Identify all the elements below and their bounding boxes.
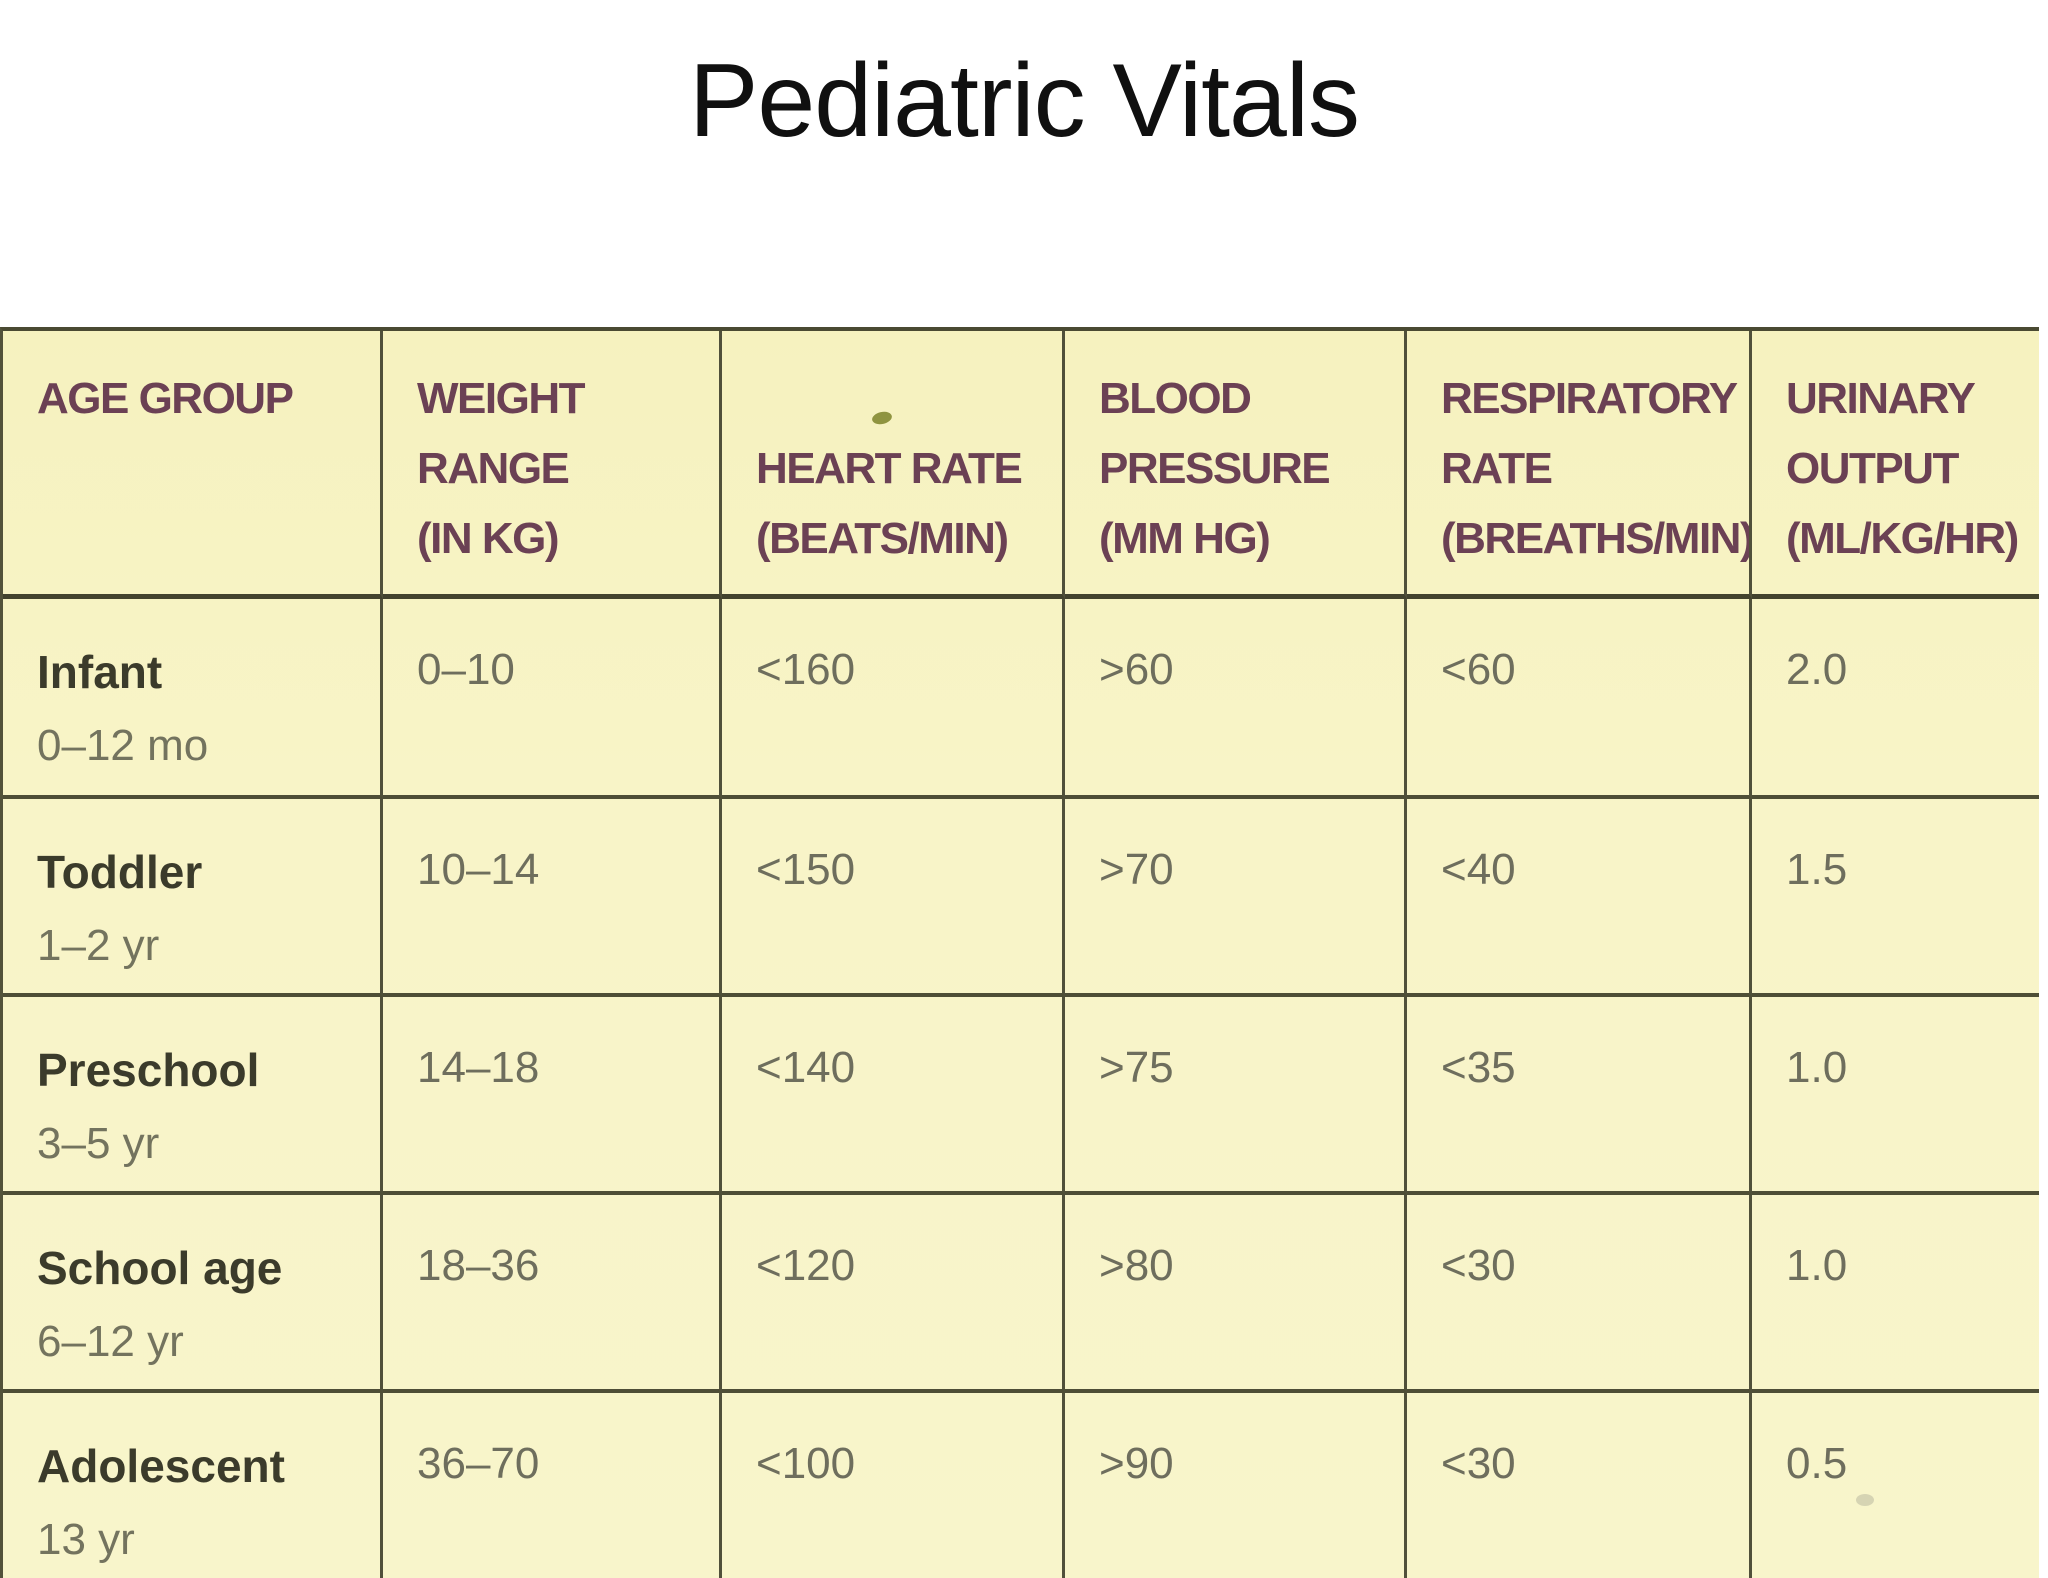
heart-rate-value: <160	[756, 645, 856, 694]
header-label-respiratory: RESPIRATORY	[1441, 374, 1738, 423]
header-cell-weight-range: WEIGHT RANGE (IN KG)	[383, 331, 722, 599]
blood-pressure-value: >60	[1099, 645, 1174, 694]
header-label-age-group: AGE GROUP	[37, 374, 294, 423]
header-label-output: OUTPUT	[1786, 444, 1959, 493]
cell-urinary-output-infant: 2.0	[1752, 599, 2039, 799]
weight-value: 18–36	[417, 1241, 540, 1290]
weight-value: 14–18	[417, 1043, 540, 1092]
cell-age-group-adolescent: Adolescent 13 yr	[3, 1393, 383, 1578]
cell-heart-rate-adolescent: <100	[722, 1393, 1065, 1578]
header-cell-blood-pressure: BLOOD PRESSURE (MM HG)	[1065, 331, 1407, 599]
weight-value: 0–10	[417, 645, 515, 694]
age-range-label: 3–5 yr	[37, 1119, 160, 1168]
scan-smudge	[1856, 1494, 1874, 1506]
cell-blood-pressure-adolescent: >90	[1065, 1393, 1407, 1578]
weight-value: 36–70	[417, 1439, 540, 1488]
cell-heart-rate-toddler: <150	[722, 799, 1065, 997]
header-cell-age-group: AGE GROUP	[3, 331, 383, 599]
age-group-label: Infant	[37, 646, 163, 698]
heart-rate-value: <140	[756, 1043, 856, 1092]
age-range-label: 13 yr	[37, 1515, 135, 1564]
cell-age-group-infant: Infant 0–12 mo	[3, 599, 383, 799]
urinary-output-value: 1.0	[1786, 1043, 1848, 1092]
age-range-label: 6–12 yr	[37, 1317, 184, 1366]
cell-respiratory-rate-school-age: <30	[1407, 1195, 1752, 1393]
header-label-beats-min: (BEATS/MIN)	[756, 514, 1009, 563]
header-label-weight: WEIGHT	[417, 374, 585, 423]
age-range-label: 1–2 yr	[37, 921, 160, 970]
cell-urinary-output-school-age: 1.0	[1752, 1195, 2039, 1393]
cell-urinary-output-adolescent: 0.5	[1752, 1393, 2039, 1578]
cell-respiratory-rate-infant: <60	[1407, 599, 1752, 799]
heart-rate-value: <150	[756, 845, 856, 894]
header-label-breaths-min: (BREATHS/MIN)	[1441, 514, 1752, 563]
cell-age-group-preschool: Preschool 3–5 yr	[3, 997, 383, 1195]
header-label-ml-kg-hr: (ML/KG/HR)	[1786, 514, 2019, 563]
respiratory-rate-value: <40	[1441, 845, 1516, 894]
cell-weight-infant: 0–10	[383, 599, 722, 799]
header-cell-heart-rate: HEART RATE (BEATS/MIN)	[722, 331, 1065, 599]
cell-weight-adolescent: 36–70	[383, 1393, 722, 1578]
header-label-in-kg: (IN KG)	[417, 514, 560, 563]
urinary-output-value: 2.0	[1786, 645, 1848, 694]
blood-pressure-value: >90	[1099, 1439, 1174, 1488]
header-label-pressure: PRESSURE	[1099, 444, 1331, 493]
header-cell-respiratory-rate: RESPIRATORY RATE (BREATHS/MIN)	[1407, 331, 1752, 599]
header-label-blood: BLOOD	[1099, 374, 1252, 423]
cell-blood-pressure-toddler: >70	[1065, 799, 1407, 997]
header-label-rate: RATE	[1441, 444, 1553, 493]
respiratory-rate-value: <30	[1441, 1439, 1516, 1488]
cell-age-group-toddler: Toddler 1–2 yr	[3, 799, 383, 997]
cell-heart-rate-preschool: <140	[722, 997, 1065, 1195]
cell-urinary-output-preschool: 1.0	[1752, 997, 2039, 1195]
age-group-label: Adolescent	[37, 1440, 285, 1492]
blood-pressure-value: >70	[1099, 845, 1174, 894]
header-label-urinary: URINARY	[1786, 374, 1976, 423]
cell-heart-rate-infant: <160	[722, 599, 1065, 799]
age-group-label: School age	[37, 1242, 283, 1294]
header-label-mm-hg: (MM HG)	[1099, 514, 1271, 563]
cell-weight-preschool: 14–18	[383, 997, 722, 1195]
urinary-output-value: 0.5	[1786, 1439, 1848, 1488]
header-label-heart-rate: HEART RATE	[756, 444, 1023, 493]
cell-blood-pressure-infant: >60	[1065, 599, 1407, 799]
age-group-label: Toddler	[37, 846, 203, 898]
heart-rate-value: <100	[756, 1439, 856, 1488]
cell-weight-toddler: 10–14	[383, 799, 722, 997]
cell-respiratory-rate-adolescent: <30	[1407, 1393, 1752, 1578]
blood-pressure-value: >75	[1099, 1043, 1174, 1092]
blood-pressure-value: >80	[1099, 1241, 1174, 1290]
heart-rate-value: <120	[756, 1241, 856, 1290]
cell-age-group-school-age: School age 6–12 yr	[3, 1195, 383, 1393]
cell-urinary-output-toddler: 1.5	[1752, 799, 2039, 997]
weight-value: 10–14	[417, 845, 540, 894]
pediatric-vitals-table: AGE GROUP WEIGHT RANGE (IN KG) HEART RAT…	[0, 327, 2039, 1578]
respiratory-rate-value: <60	[1441, 645, 1516, 694]
cell-respiratory-rate-preschool: <35	[1407, 997, 1752, 1195]
age-range-label: 0–12 mo	[37, 721, 209, 770]
cell-blood-pressure-preschool: >75	[1065, 997, 1407, 1195]
header-cell-urinary-output: URINARY OUTPUT (ML/KG/HR)	[1752, 331, 2039, 599]
cell-respiratory-rate-toddler: <40	[1407, 799, 1752, 997]
respiratory-rate-value: <30	[1441, 1241, 1516, 1290]
respiratory-rate-value: <35	[1441, 1043, 1516, 1092]
age-group-label: Preschool	[37, 1044, 260, 1096]
cell-weight-school-age: 18–36	[383, 1195, 722, 1393]
header-label-range: RANGE	[417, 444, 570, 493]
cell-blood-pressure-school-age: >80	[1065, 1195, 1407, 1393]
cell-heart-rate-school-age: <120	[722, 1195, 1065, 1393]
urinary-output-value: 1.5	[1786, 845, 1848, 894]
slide-title: Pediatric Vitals	[689, 43, 1360, 159]
urinary-output-value: 1.0	[1786, 1241, 1848, 1290]
